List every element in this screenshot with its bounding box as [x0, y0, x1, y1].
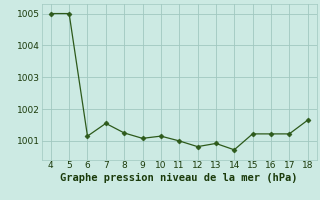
- X-axis label: Graphe pression niveau de la mer (hPa): Graphe pression niveau de la mer (hPa): [60, 173, 298, 183]
